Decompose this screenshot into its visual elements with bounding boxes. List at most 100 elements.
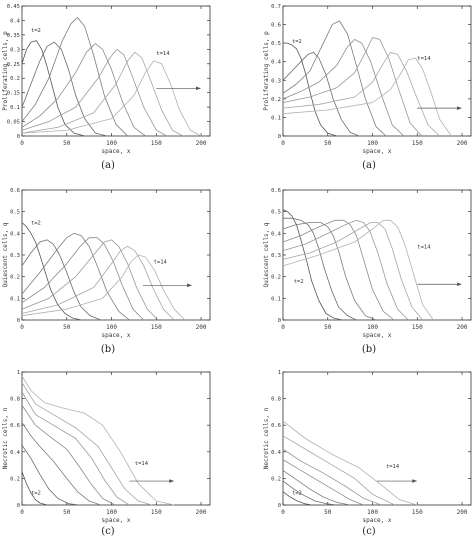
y-tick-label: 0.6 <box>271 23 281 29</box>
series-line <box>21 382 152 506</box>
series-line <box>21 41 108 137</box>
y-axis-label: Proliferating cells, p <box>2 31 9 111</box>
x-axis-label: space, x <box>102 148 131 155</box>
y-tick-label: 0.25 <box>7 62 20 68</box>
x-tick-label: 150 <box>151 140 162 147</box>
y-tick-label: 0.2 <box>10 275 20 281</box>
series-line <box>21 237 145 321</box>
y-tick-label: 0.4 <box>271 231 282 237</box>
series-line <box>21 391 130 506</box>
chart-panel: 0 50 100 150 200 0 0.1 0.2 0.3 0.4 0.5 0.6 space, x Q… <box>2 188 211 355</box>
curve-annotation: t=14 <box>386 464 400 470</box>
time-arrow-head <box>169 479 175 483</box>
time-arrow-head <box>457 106 463 110</box>
x-tick-label: 50 <box>63 324 71 331</box>
curve-annotation: t=2 <box>292 39 302 45</box>
y-tick-label: 0.4 <box>271 60 282 66</box>
y-axis-label: Necrotic cells, n <box>2 407 9 469</box>
series-line <box>21 239 159 321</box>
y-tick-label: 0.5 <box>10 210 20 216</box>
y-axis-label: Quiescent cells, q <box>263 222 270 287</box>
x-tick-label: 50 <box>63 509 71 516</box>
y-tick-label: 0.8 <box>271 397 281 403</box>
y-tick-label: 0.4 <box>10 450 21 456</box>
time-arrow-head <box>187 283 193 288</box>
x-tick-label: 150 <box>151 509 162 516</box>
series-line <box>21 239 101 321</box>
x-tick-label: 100 <box>106 509 117 516</box>
plot-frame <box>282 189 472 321</box>
series-line <box>21 471 55 506</box>
y-tick-label: 0.3 <box>10 47 20 53</box>
series-line <box>282 209 343 321</box>
y-tick-label: 0.4 <box>271 450 282 456</box>
y-tick-label: 0 <box>17 134 20 140</box>
x-tick-label: 150 <box>412 140 423 147</box>
y-tick-label: 0.2 <box>271 97 281 103</box>
y-tick-label: 0.2 <box>10 476 20 482</box>
y-tick-label: 0.6 <box>271 188 281 194</box>
y-tick-label: 1 <box>278 370 281 376</box>
y-tick-label: 0.45 <box>7 4 20 10</box>
series-line <box>282 52 440 137</box>
curve-annotation: t=14 <box>156 51 170 57</box>
x-tick-label: 100 <box>106 324 117 331</box>
y-tick-label: 0.05 <box>7 120 20 126</box>
series-line <box>21 444 80 506</box>
panel-caption: (a) <box>101 160 115 171</box>
chart-panel: 0 50 100 150 200 0 0.2 0.4 0.6 0.8 1 space, x Necrot… <box>263 370 472 537</box>
series-line <box>282 470 351 506</box>
curve-annotation: t=2 <box>292 490 302 496</box>
series-line <box>282 420 418 506</box>
series-line <box>282 222 423 321</box>
x-tick-label: 100 <box>106 140 117 147</box>
series-line <box>282 480 337 506</box>
y-tick-label: 0.3 <box>271 78 281 84</box>
series-line <box>282 219 409 321</box>
series-line <box>282 222 377 321</box>
y-tick-label: 0.2 <box>271 476 281 482</box>
series-line <box>283 42 337 137</box>
curve-annotation: t=2 <box>31 221 41 227</box>
x-tick-label: 150 <box>412 324 423 331</box>
y-tick-label: 0.35 <box>7 33 20 39</box>
chart-panel: 0 50 100 150 200 0 0.2 0.4 0.6 0.8 1 space, x Necrot… <box>2 370 211 537</box>
plot-frame <box>21 371 211 506</box>
series-line <box>21 254 186 321</box>
series-line <box>282 37 423 137</box>
x-tick-label: 0 <box>281 140 285 147</box>
y-tick-label: 0.1 <box>10 296 20 302</box>
y-tick-label: 0.6 <box>10 188 20 194</box>
x-tick-label: 200 <box>457 324 468 331</box>
y-axis-label: Necrotic cells, n <box>263 407 270 469</box>
curve-annotation: t=14 <box>135 461 149 467</box>
series-line <box>282 491 319 506</box>
series-line <box>282 459 364 506</box>
y-tick-label: 0.6 <box>10 423 20 429</box>
y-tick-label: 0.2 <box>271 275 281 281</box>
x-axis-label: space, x <box>363 517 392 524</box>
series-line <box>282 39 405 137</box>
y-tick-label: 0.4 <box>10 18 21 24</box>
x-axis-label: space, x <box>363 148 392 155</box>
series-line <box>282 219 395 321</box>
x-tick-label: 100 <box>367 324 378 331</box>
panel-caption: (b) <box>362 344 376 355</box>
time-arrow-head <box>412 479 418 483</box>
y-tick-label: 0 <box>17 503 20 509</box>
series-line <box>21 375 175 506</box>
series-line <box>282 448 382 506</box>
y-tick-label: 0.8 <box>10 397 20 403</box>
series-line <box>21 51 184 137</box>
x-tick-label: 150 <box>151 324 162 331</box>
y-tick-label: 0 <box>278 134 281 140</box>
x-tick-label: 200 <box>196 509 207 516</box>
y-tick-label: 0.6 <box>271 423 281 429</box>
series-line <box>282 219 434 321</box>
series-line <box>21 422 101 506</box>
series-line <box>283 217 357 321</box>
series-line <box>21 232 130 321</box>
x-tick-label: 200 <box>457 509 468 516</box>
y-axis-label: Proliferating cells, p <box>263 31 270 111</box>
